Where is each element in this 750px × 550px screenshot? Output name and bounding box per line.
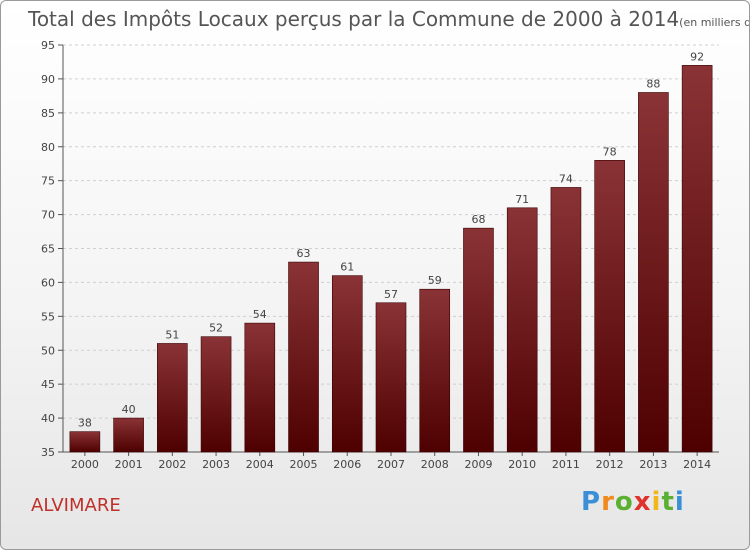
bar-value-label: 40	[122, 403, 136, 416]
bar-value-label: 59	[428, 274, 442, 287]
bar-value-label: 61	[340, 261, 354, 274]
bar-value-label: 38	[78, 417, 92, 430]
bar	[244, 322, 276, 453]
x-tick-label: 2000	[71, 458, 99, 471]
chart-title: Total des Impôts Locaux perçus par la Co…	[28, 7, 749, 31]
x-tick-label: 2002	[158, 458, 186, 471]
y-tick-label: 70	[41, 209, 55, 222]
y-tick-labels: 35 40 45 50 55 60 65 70 75 80 85 90 95	[41, 39, 55, 459]
bar-value-label: 92	[690, 50, 704, 63]
bar	[331, 275, 363, 453]
bar	[506, 207, 538, 453]
y-tick-label: 60	[41, 276, 55, 289]
bar	[463, 227, 494, 453]
logo-letter: i	[674, 487, 685, 517]
bar-value-label: 63	[297, 247, 311, 260]
bar	[69, 431, 101, 453]
x-tick-label: 2007	[377, 458, 405, 471]
bar-value-labels: 38 40 51 52 54 63 61 57 59 68 71 74 78 88 92	[78, 50, 704, 429]
x-tick-label: 2001	[115, 458, 143, 471]
y-tick-label: 85	[41, 107, 55, 120]
logo-letter: r	[601, 487, 615, 517]
chart-title-main: Total des Impôts Locaux perçus par la Co…	[28, 7, 680, 31]
bar	[375, 302, 407, 453]
y-tick-label: 95	[41, 39, 55, 52]
logo-letter: P	[581, 487, 602, 517]
bar	[113, 417, 144, 453]
x-tick-label: 2014	[683, 458, 711, 471]
bar-value-label: 74	[559, 172, 573, 185]
x-tick-labels: 2000 2001 2002 2003 2004 2005 2006 2007 2008 2009…	[71, 458, 711, 471]
y-tick-label: 40	[41, 412, 55, 425]
x-tick-label: 2012	[596, 458, 624, 471]
y-tick-label: 75	[41, 175, 55, 188]
bar-value-label: 88	[646, 77, 660, 90]
logo-letter: x	[633, 487, 652, 517]
bar-value-label: 54	[253, 308, 267, 321]
bar-value-label: 71	[515, 193, 529, 206]
bar-value-label: 57	[384, 288, 398, 301]
y-tick-label: 90	[41, 73, 55, 86]
bar	[594, 160, 625, 453]
x-tick-label: 2010	[508, 458, 536, 471]
y-tick-label: 80	[41, 141, 55, 154]
proxiti-logo[interactable]: Proxiti	[581, 487, 685, 517]
x-tick-label: 2008	[421, 458, 449, 471]
bar	[638, 92, 669, 453]
bar-value-label: 78	[603, 145, 617, 158]
bar-value-label: 51	[165, 328, 179, 341]
logo-letter: t	[661, 487, 675, 517]
x-tick-label: 2003	[202, 458, 230, 471]
bar-value-label: 68	[471, 213, 485, 226]
y-tick-label: 35	[41, 446, 55, 459]
y-tick-label: 50	[41, 344, 55, 357]
logo-letter: o	[614, 487, 634, 517]
x-tick-label: 2005	[290, 458, 318, 471]
bar-value-label: 52	[209, 322, 223, 335]
x-tick-label: 2011	[552, 458, 580, 471]
x-tick-label: 2013	[639, 458, 667, 471]
y-tick-label: 55	[41, 310, 55, 323]
chart-title-unit: (en milliers d'€)	[679, 16, 749, 29]
x-tick-label: 2006	[333, 458, 361, 471]
bar	[157, 343, 188, 453]
bar	[200, 336, 232, 453]
y-tick-label: 65	[41, 243, 55, 256]
bar	[419, 288, 451, 453]
x-tick-label: 2004	[246, 458, 274, 471]
bar	[288, 261, 319, 453]
bar	[550, 187, 582, 453]
logo-letter: i	[651, 487, 662, 517]
bar	[681, 65, 713, 453]
commune-name: ALVIMARE	[31, 495, 121, 516]
y-tick-label: 45	[41, 378, 55, 391]
x-tick-label: 2009	[464, 458, 492, 471]
bars	[69, 65, 713, 453]
